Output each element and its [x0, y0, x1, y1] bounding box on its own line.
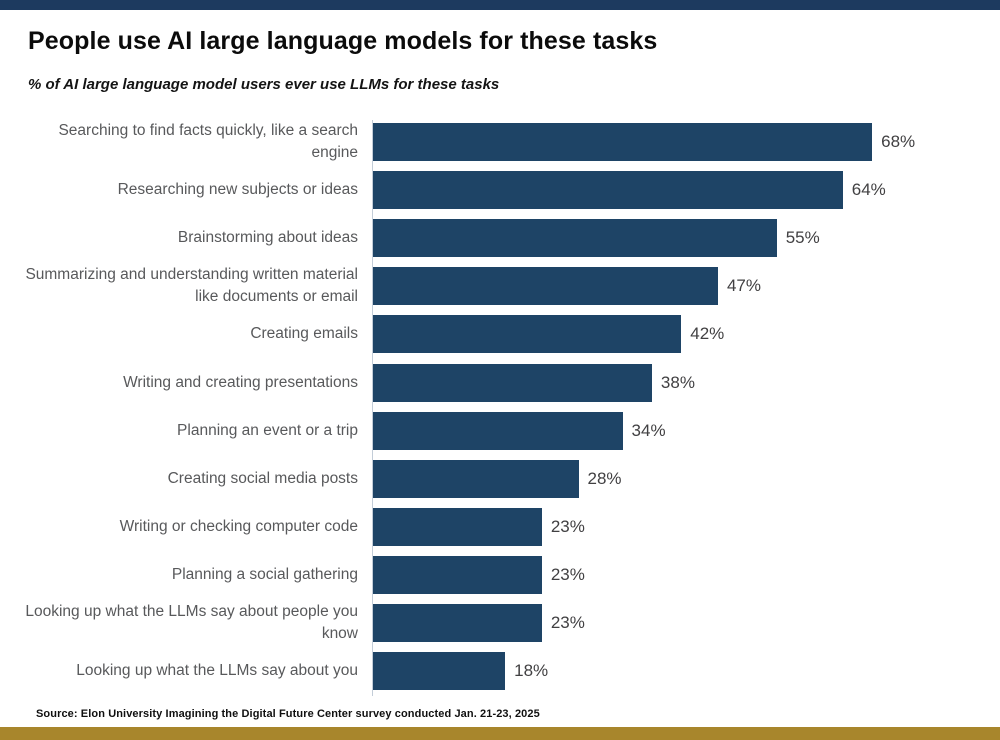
- category-label: Creating social media posts: [167, 469, 358, 487]
- bar-zone: 23%: [373, 599, 1000, 647]
- category-label: Creating emails: [250, 325, 358, 343]
- chart-row: Planning a social gathering 23%: [0, 551, 1000, 599]
- value-label: 38%: [660, 372, 695, 392]
- bar-zone: 38%: [373, 358, 1000, 406]
- bar: [373, 555, 542, 594]
- value-label: 34%: [631, 420, 666, 440]
- chart-row: Summarizing and understanding written ma…: [0, 262, 1000, 310]
- bar-zone: 47%: [373, 262, 1000, 310]
- value-label: 68%: [881, 132, 916, 152]
- category-label: Writing and creating presentations: [123, 373, 358, 391]
- bar: [373, 171, 843, 210]
- value-label: 23%: [550, 612, 585, 632]
- value-label: 64%: [851, 180, 886, 200]
- value-label: 28%: [587, 468, 622, 488]
- page-title: People use AI large language models for …: [28, 27, 658, 55]
- bar: [373, 459, 579, 498]
- chart-row: Creating social media posts 28%: [0, 455, 1000, 503]
- value-label: 23%: [550, 564, 585, 584]
- bar: [373, 267, 718, 306]
- chart-row: Brainstorming about ideas 55%: [0, 214, 1000, 262]
- category-label: Searching to find facts quickly, like a …: [58, 122, 358, 162]
- value-label: 23%: [550, 516, 585, 536]
- chart-row: Writing or checking computer code 23%: [0, 503, 1000, 551]
- bar-zone: 18%: [373, 647, 1000, 695]
- bar-zone: 34%: [373, 407, 1000, 455]
- source-note: Source: Elon University Imagining the Di…: [36, 708, 540, 720]
- bar: [373, 123, 873, 162]
- category-label: Looking up what the LLMs say about peopl…: [25, 602, 358, 642]
- category-label: Planning a social gathering: [171, 565, 358, 583]
- bar-zone: 23%: [373, 503, 1000, 551]
- bar-zone: 28%: [373, 455, 1000, 503]
- value-label: 42%: [690, 324, 725, 344]
- category-label: Summarizing and understanding written ma…: [25, 266, 358, 306]
- category-label: Looking up what the LLMs say about you: [76, 662, 358, 680]
- bar: [373, 363, 652, 402]
- category-label: Researching new subjects or ideas: [117, 181, 358, 199]
- value-label: 55%: [785, 228, 820, 248]
- bar-zone: 42%: [373, 310, 1000, 358]
- chart-rows: Searching to find facts quickly, like a …: [0, 118, 1000, 695]
- bar: [373, 652, 506, 691]
- bar: [373, 315, 682, 354]
- bar: [373, 411, 623, 450]
- bar: [373, 507, 542, 546]
- bar: [373, 219, 777, 258]
- chart-row: Searching to find facts quickly, like a …: [0, 118, 1000, 166]
- bar: [373, 603, 542, 642]
- bar-zone: 68%: [373, 118, 1000, 166]
- chart-row: Looking up what the LLMs say about you 18…: [0, 647, 1000, 695]
- bar-zone: 55%: [373, 214, 1000, 262]
- chart-row: Planning an event or a trip 34%: [0, 407, 1000, 455]
- top-accent-bar: [0, 0, 1000, 10]
- y-axis-line: [372, 120, 373, 696]
- chart-row: Writing and creating presentations 38%: [0, 358, 1000, 406]
- bottom-accent-bar: [0, 727, 1000, 740]
- chart-row: Researching new subjects or ideas 64%: [0, 166, 1000, 214]
- bar-zone: 23%: [373, 551, 1000, 599]
- bar-zone: 64%: [373, 166, 1000, 214]
- value-label: 18%: [514, 661, 549, 681]
- category-label: Writing or checking computer code: [119, 517, 358, 535]
- category-label: Brainstorming about ideas: [177, 229, 358, 247]
- value-label: 47%: [726, 276, 761, 296]
- bar-chart: Searching to find facts quickly, like a …: [0, 118, 1000, 696]
- chart-row: Creating emails 42%: [0, 310, 1000, 358]
- chart-row: Looking up what the LLMs say about peopl…: [0, 599, 1000, 647]
- category-label: Planning an event or a trip: [177, 421, 358, 439]
- chart-subtitle: % of AI large language model users ever …: [28, 76, 500, 93]
